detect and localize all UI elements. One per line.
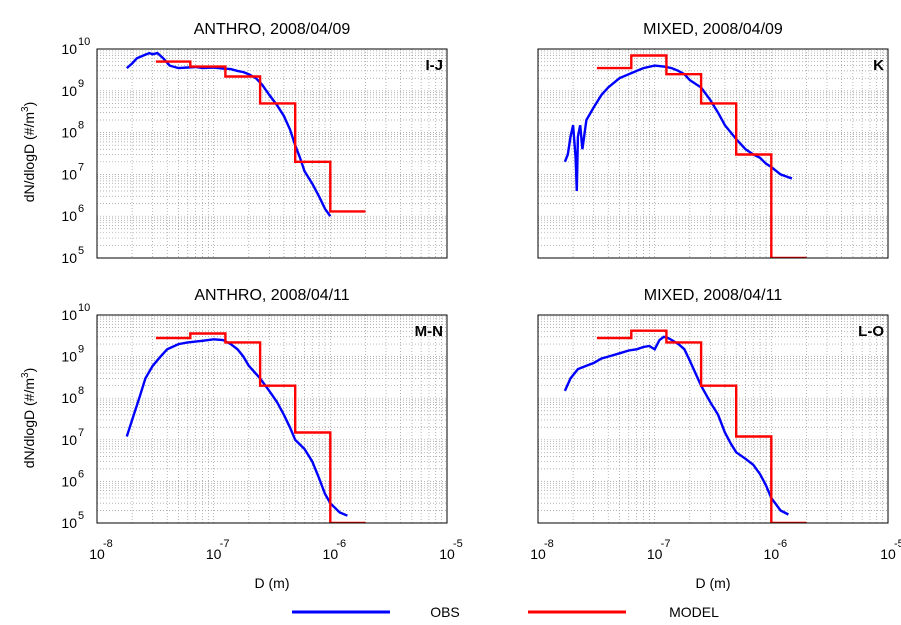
y-tick-exponent: 5	[78, 245, 84, 257]
series-line-obs	[125, 338, 348, 517]
y-tick-label: 10	[61, 83, 77, 99]
series-group	[126, 51, 366, 217]
series-group	[563, 329, 807, 523]
grid	[538, 49, 888, 258]
legend-model-label: MODEL	[669, 604, 719, 620]
y-tick-exponent: 6	[78, 468, 84, 480]
x-tick-label: 10	[89, 546, 105, 562]
series-line-model	[155, 332, 366, 523]
y-tick-exponent: 5	[78, 510, 84, 522]
y-tick-label: 10	[61, 250, 77, 266]
grid	[97, 49, 447, 258]
y-tick-label: 10	[61, 41, 77, 57]
y-tick-label: 10	[61, 432, 77, 448]
panel-title: MIXED, 2008/04/11	[644, 287, 783, 304]
panel-title: ANTHRO, 2008/04/11	[194, 287, 349, 304]
xlabel-left: D (m)	[255, 575, 290, 591]
y-tick-exponent: 10	[78, 302, 90, 314]
x-tick-exponent: -8	[103, 538, 113, 550]
x-tick-exponent: -5	[453, 538, 463, 550]
y-tick-label: 10	[61, 390, 77, 406]
y-tick-label: 10	[61, 307, 77, 323]
x-tick-label: 10	[439, 546, 455, 562]
panel-4: MIXED, 2008/04/11L-O10-810-710-610-5	[530, 287, 901, 562]
y-tick-exponent: 8	[78, 385, 84, 397]
plot-frame	[537, 314, 889, 524]
y-tick-exponent: 9	[78, 344, 84, 356]
y-tick-label: 10	[61, 208, 77, 224]
plot-frame	[537, 48, 889, 259]
y-tick-label: 10	[61, 349, 77, 365]
series-line-obs	[563, 64, 793, 192]
y-tick-label: 10	[61, 515, 77, 531]
series-line-obs	[126, 51, 332, 217]
x-tick-label: 10	[530, 546, 546, 562]
ylabel-bottom: dN/dlogD (#/m3)	[20, 368, 37, 469]
y-tick-exponent: 8	[78, 120, 84, 132]
series-line-model	[596, 329, 807, 523]
series-group	[563, 54, 807, 258]
x-tick-exponent: -8	[544, 538, 554, 550]
grid	[97, 315, 447, 523]
series-line-model	[596, 54, 807, 258]
panel-label: I-J	[425, 57, 443, 74]
panel-label: L-O	[858, 323, 884, 340]
y-tick-exponent: 7	[78, 427, 84, 439]
x-tick-exponent: -5	[894, 538, 901, 550]
y-tick-exponent: 7	[78, 161, 84, 173]
x-tick-exponent: -6	[777, 538, 787, 550]
panel-label: K	[873, 57, 884, 74]
x-tick-label: 10	[880, 546, 896, 562]
y-tick-label: 10	[61, 125, 77, 141]
legend: OBS MODEL	[292, 604, 719, 620]
series-line-model	[155, 60, 366, 213]
x-tick-exponent: -7	[661, 538, 671, 550]
panel-2: MIXED, 2008/04/09 K	[537, 21, 889, 259]
legend-obs-label: OBS	[430, 604, 460, 620]
panel-title: ANTHRO, 2008/04/09	[194, 21, 351, 38]
y-tick-exponent: 9	[78, 78, 84, 90]
xlabel-right: D (m)	[696, 575, 731, 591]
x-tick-label: 10	[764, 546, 780, 562]
x-tick-exponent: -7	[220, 538, 230, 550]
y-tick-exponent: 10	[78, 36, 90, 48]
y-tick-label: 10	[61, 166, 77, 182]
series-line-obs	[563, 335, 789, 516]
axis-ylabel-group: dN/dlogD (#/m3) dN/dlogD (#/m3)	[20, 102, 37, 469]
x-tick-label: 10	[647, 546, 663, 562]
grid	[538, 315, 888, 523]
x-tick-exponent: -6	[336, 538, 346, 550]
y-tick-label: 10	[61, 473, 77, 489]
x-tick-label: 10	[323, 546, 339, 562]
panel-title: MIXED, 2008/04/09	[643, 21, 783, 38]
plot-frame	[96, 48, 448, 259]
plot-frame	[96, 314, 448, 524]
panel-label: M-N	[415, 323, 443, 340]
y-tick-exponent: 6	[78, 203, 84, 215]
x-tick-label: 10	[206, 546, 222, 562]
series-group	[125, 332, 366, 523]
ylabel-top: dN/dlogD (#/m3)	[20, 102, 37, 203]
